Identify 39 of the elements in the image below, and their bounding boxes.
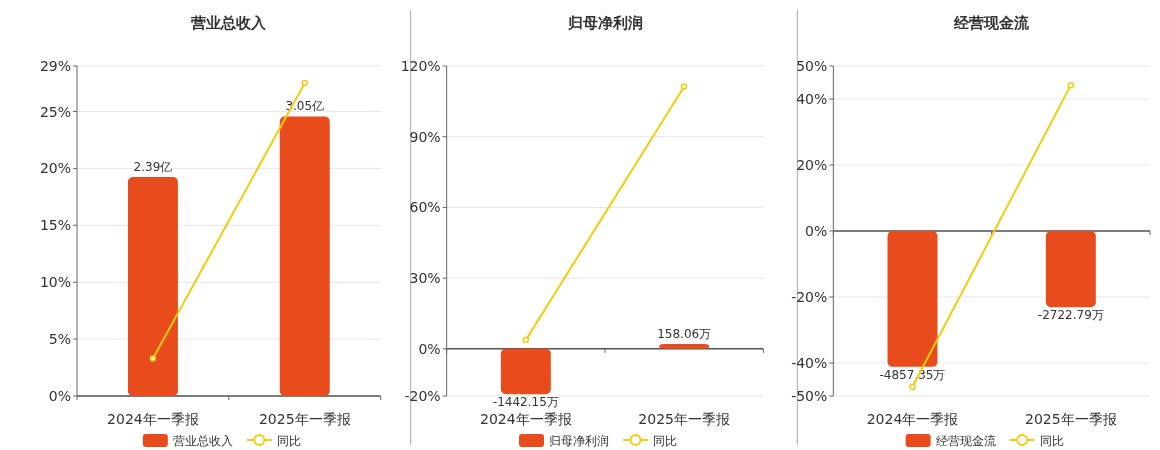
chart-title: 经营现金流 <box>953 14 1031 32</box>
y-tick-label: -40% <box>791 355 828 371</box>
data-label: 158.06万 <box>657 326 712 341</box>
legend-label: 归母净利润 <box>549 434 609 448</box>
y-tick-label: 90% <box>409 128 441 145</box>
y-tick-label: 0% <box>418 340 441 357</box>
y-tick-label: 15% <box>39 217 71 234</box>
y-tick-label: -20% <box>404 388 441 404</box>
x-tick-label: 2024年一季报 <box>107 411 199 427</box>
x-tick-label: 2025年一季报 <box>1025 411 1117 427</box>
chart-title: 归母净利润 <box>566 14 643 32</box>
data-label: -2722.79万 <box>1037 308 1104 323</box>
data-label: -1442.15万 <box>492 395 559 410</box>
y-tick-label: 25% <box>39 103 71 120</box>
y-tick-label: 20% <box>39 160 71 177</box>
y-tick-label: 40% <box>796 91 828 107</box>
data-label: 2.39亿 <box>133 159 173 174</box>
y-tick-label: 30% <box>409 270 441 287</box>
y-tick-label: 50% <box>796 58 828 74</box>
y-tick-label: -50% <box>791 388 828 404</box>
chart-title: 营业总收入 <box>190 14 268 32</box>
legend-label: 营业总收入 <box>172 434 233 448</box>
y-tick-label: 29% <box>39 58 71 74</box>
y-tick-label: 0% <box>805 223 828 239</box>
y-tick-label: 0% <box>48 388 71 404</box>
x-tick-label: 2025年一季报 <box>258 411 351 427</box>
y-tick-label: 120% <box>400 58 441 74</box>
x-tick-label: 2024年一季报 <box>866 411 959 427</box>
legend-label: 同比 <box>1039 434 1064 448</box>
y-tick-label: 20% <box>796 157 828 173</box>
y-tick-label: 10% <box>39 274 71 291</box>
y-tick-label: -20% <box>791 289 828 305</box>
x-tick-label: 2025年一季报 <box>638 411 730 427</box>
y-tick-label: 60% <box>409 199 441 216</box>
legend-label: 经营现金流 <box>935 434 996 448</box>
x-tick-label: 2024年一季报 <box>480 411 572 427</box>
y-tick-label: 5% <box>48 331 71 348</box>
legend-label: 同比 <box>276 434 301 448</box>
legend-label: 同比 <box>653 434 677 448</box>
